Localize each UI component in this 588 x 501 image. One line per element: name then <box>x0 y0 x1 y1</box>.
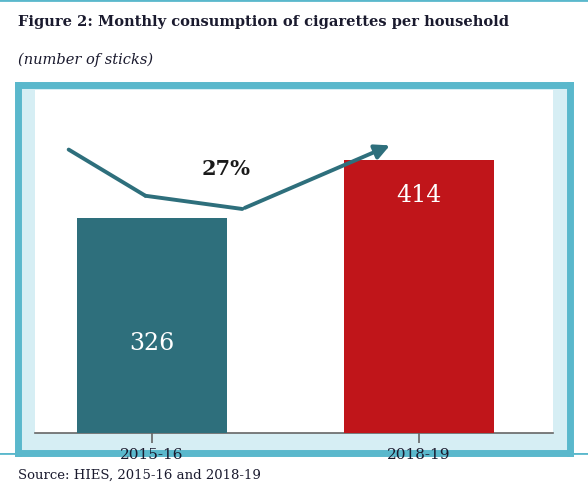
Text: 27%: 27% <box>201 159 250 179</box>
Bar <box>77 218 227 433</box>
Text: (number of sticks): (number of sticks) <box>18 53 153 67</box>
Bar <box>344 160 495 433</box>
Text: 326: 326 <box>129 332 175 355</box>
Text: Source: HIES, 2015-16 and 2018-19: Source: HIES, 2015-16 and 2018-19 <box>18 468 260 481</box>
Text: 414: 414 <box>396 184 442 207</box>
Text: Figure 2: Monthly consumption of cigarettes per household: Figure 2: Monthly consumption of cigaret… <box>18 16 509 30</box>
